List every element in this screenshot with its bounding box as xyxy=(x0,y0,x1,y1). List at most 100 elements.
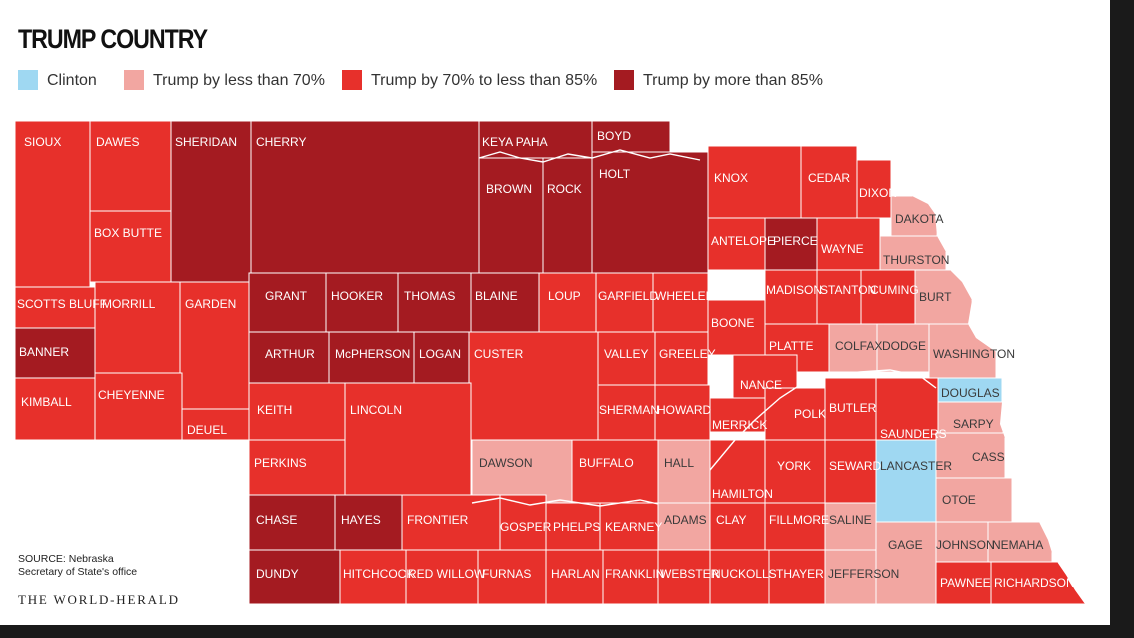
county-morrill xyxy=(94,281,181,374)
county-label-jefferson: JEFFERSON xyxy=(828,567,899,581)
county-seward xyxy=(824,439,877,504)
legend-swatch-trump-70-85 xyxy=(342,70,362,90)
county-label-antelope: ANTELOPE xyxy=(711,234,775,248)
county-blaine xyxy=(470,272,540,333)
county-label-nuckolls: NUCKOLLS xyxy=(712,567,777,581)
county-label-lancaster: LANCASTER xyxy=(880,459,952,473)
county-label-saunders: SAUNDERS xyxy=(880,427,947,441)
county-cuming xyxy=(860,269,916,325)
county-keya-paha xyxy=(478,121,593,159)
county-dundy xyxy=(248,549,341,604)
county-butler xyxy=(824,377,877,441)
county-label-boone: BOONE xyxy=(711,316,754,330)
legend-label-trump-70-85: Trump by 70% to less than 85% xyxy=(371,72,598,89)
county-garfield xyxy=(595,272,654,333)
county-label-seward: SEWARD xyxy=(829,459,882,473)
county-label-platte: PLATTE xyxy=(769,339,813,353)
county-label-gosper: GOSPER xyxy=(500,520,552,534)
county-sheridan xyxy=(170,121,252,283)
county-clay xyxy=(709,502,766,551)
county-label-hitchcock: HITCHCOCK xyxy=(343,567,414,581)
county-label-keya-paha: KEYA PAHA xyxy=(482,135,548,149)
county-label-cass: CASS xyxy=(972,450,1005,464)
county-holt xyxy=(591,151,709,274)
county-label-stanton: STANTON xyxy=(820,283,876,297)
county-label-wheeler: WHEELER xyxy=(655,289,715,303)
county-cherry xyxy=(250,121,480,274)
county-webster xyxy=(657,549,711,604)
county-label-phelps: PHELPS xyxy=(553,520,600,534)
legend-swatch-trump-less-70 xyxy=(124,70,144,90)
county-hayes xyxy=(334,494,403,551)
county-sarpy xyxy=(937,401,1004,434)
county-label-nance: NANCE xyxy=(740,378,782,392)
county-brown xyxy=(478,157,544,274)
county-label-cedar: CEDAR xyxy=(808,171,850,185)
county-pierce xyxy=(764,217,818,271)
county-label-clay: CLAY xyxy=(716,513,746,527)
county-stanton xyxy=(816,269,862,325)
county-label-red-willow: RED WILLOW xyxy=(408,567,486,581)
county-label-fillmore: FILLMORE xyxy=(769,513,829,527)
county-buffalo xyxy=(571,439,659,504)
county-gage xyxy=(875,521,937,604)
county-label-polk: POLK xyxy=(794,407,826,421)
county-label-butler: BUTLER xyxy=(829,401,877,415)
county-scotts-bluff xyxy=(15,286,96,329)
county-label-dawes: DAWES xyxy=(96,135,140,149)
county-franklin xyxy=(602,549,659,604)
source-line-1: SOURCE: Nebraska xyxy=(18,553,114,565)
county-label-sioux: SIOUX xyxy=(24,135,61,149)
county-label-gage: GAGE xyxy=(888,538,923,552)
county-label-banner: BANNER xyxy=(19,345,69,359)
county-rock xyxy=(542,157,593,274)
county-label-greeley: GREELEY xyxy=(659,347,716,361)
county-label-pierce: PIERCE xyxy=(773,234,818,248)
county-howard xyxy=(654,384,711,441)
county-label-boyd: BOYD xyxy=(597,129,631,143)
county-madison xyxy=(764,269,818,325)
county-york xyxy=(764,439,826,504)
county-label-cherry: CHERRY xyxy=(256,135,306,149)
county-label-merrick: MERRICK xyxy=(712,418,767,432)
county-hall xyxy=(657,439,711,504)
county-label-rock: ROCK xyxy=(547,182,582,196)
county-sioux xyxy=(15,121,91,288)
map-card: TRUMP COUNTRY Clinton Trump by less than… xyxy=(0,0,1110,625)
county-label-hamilton: HAMILTON xyxy=(712,487,773,501)
county-harlan xyxy=(545,549,604,604)
county-keith xyxy=(248,382,346,441)
county-label-custer: CUSTER xyxy=(474,347,524,361)
county-label-colfax: COLFAX xyxy=(835,339,882,353)
county-label-holt: HOLT xyxy=(599,167,631,181)
county-label-cheyenne: CHEYENNE xyxy=(98,388,165,402)
legend-label-trump-less-70: Trump by less than 70% xyxy=(153,72,325,89)
county-dawson xyxy=(471,439,573,504)
county-saline xyxy=(824,502,877,551)
county-label-adams: ADAMS xyxy=(664,513,707,527)
county-label-cuming: CUMING xyxy=(870,283,919,297)
county-hooker xyxy=(325,272,399,333)
county-label-valley: VALLEY xyxy=(604,347,648,361)
county-label-sherman: SHERMAN xyxy=(599,403,659,417)
county-banner xyxy=(15,327,96,379)
county-lancaster xyxy=(875,439,937,523)
county-label-dodge: DODGE xyxy=(882,339,926,353)
county-label-thayer: THAYER xyxy=(776,567,824,581)
county-kearney xyxy=(599,502,659,551)
county-kimball xyxy=(15,377,96,441)
county-furnas xyxy=(477,549,547,604)
county-label-logan: LOGAN xyxy=(419,347,461,361)
county-label-franklin: FRANKLIN xyxy=(605,567,664,581)
county-label-keith: KEITH xyxy=(257,403,292,417)
county-label-hall: HALL xyxy=(664,456,694,470)
county-label-hooker: HOOKER xyxy=(331,289,383,303)
county-label-wayne: WAYNE xyxy=(821,242,864,256)
county-nemaha xyxy=(987,521,1053,563)
nebraska-county-map: SIOUX DAWES SHERIDAN CHERRY KEYA PAHA BOYD BRO… xyxy=(15,121,1085,604)
county-label-sarpy: SARPY xyxy=(953,417,994,431)
county-label-madison: MADISON xyxy=(766,283,822,297)
county-label-mcpherson: McPHERSON xyxy=(335,347,410,361)
county-label-blaine: BLAINE xyxy=(475,289,518,303)
county-label-garden: GARDEN xyxy=(185,297,236,311)
